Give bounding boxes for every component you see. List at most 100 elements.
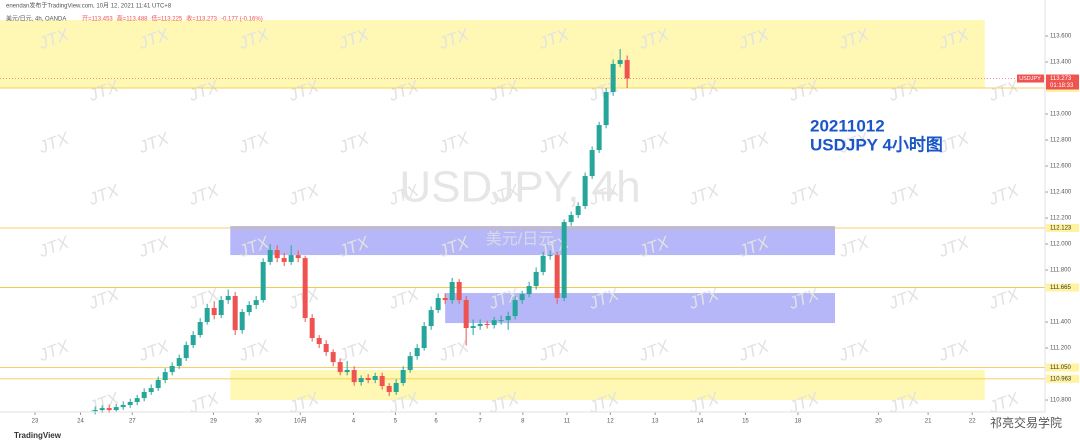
- zone: [0, 20, 985, 89]
- candle-body: [113, 407, 119, 411]
- candle-body: [554, 255, 560, 298]
- candle-body: [365, 378, 371, 381]
- candle-body: [547, 255, 553, 257]
- ohlc-value: 低=113.225: [152, 15, 183, 23]
- candle-body: [407, 356, 413, 371]
- x-tick-label: 20: [875, 419, 882, 425]
- x-tick-label: 21: [925, 419, 932, 425]
- candle-body: [330, 352, 336, 363]
- candle-body: [491, 320, 497, 326]
- candle-body: [435, 297, 441, 311]
- candle-body: [99, 408, 105, 411]
- candle-body: [246, 304, 252, 313]
- y-tick-label: 112.600: [1050, 164, 1072, 170]
- candle-body: [162, 372, 168, 381]
- candle-body: [351, 370, 357, 383]
- x-tick-label: 18: [795, 419, 802, 425]
- candle-body: [596, 125, 602, 151]
- x-tick-label: 12: [607, 419, 614, 425]
- x-tick-label: 10月: [294, 418, 307, 425]
- level-label: 111.050: [1050, 365, 1071, 371]
- candle-body: [442, 297, 448, 301]
- y-tick-label: 112.200: [1050, 216, 1072, 222]
- candle-body: [386, 385, 392, 392]
- candle-body: [414, 348, 420, 357]
- candle-body: [323, 344, 329, 353]
- candle-body: [561, 222, 567, 298]
- candle-body: [274, 250, 280, 259]
- y-tick-label: 113.600: [1050, 34, 1072, 40]
- zone: [230, 226, 836, 256]
- candle-body: [106, 408, 112, 411]
- level-label: 112.123: [1050, 226, 1072, 232]
- candle-body: [512, 300, 518, 317]
- candle-body: [344, 370, 350, 373]
- candle-body: [260, 261, 266, 301]
- candle-body: [526, 286, 532, 295]
- candle-body: [449, 281, 455, 301]
- level-label-box: [1046, 363, 1079, 372]
- candle-body: [400, 370, 406, 384]
- candle-body: [218, 300, 224, 316]
- y-tick-label: 110.800: [1050, 398, 1072, 404]
- watermark-sub: 美元/日元: [486, 230, 554, 248]
- candle-body: [477, 323, 483, 327]
- candle-body: [568, 215, 574, 223]
- candle-body: [155, 380, 161, 389]
- ohlc-value: 高=113.488: [117, 15, 148, 23]
- ohlc-value: 收=113.273: [186, 15, 217, 23]
- x-tick-label: 6: [434, 419, 438, 425]
- x-tick-label: 4: [352, 419, 356, 425]
- x-tick-label: 7: [478, 419, 482, 425]
- candle-body: [169, 365, 175, 373]
- candle-body: [295, 255, 301, 259]
- candle-body: [393, 383, 399, 392]
- x-tick-label: 24: [77, 419, 84, 425]
- symbol-box: [1017, 74, 1044, 83]
- countdown: 01:18:33: [1050, 83, 1074, 89]
- candle-body: [379, 375, 385, 386]
- x-tick-label: 11: [564, 419, 571, 425]
- x-tick-label: 29: [210, 419, 217, 425]
- candle-body: [505, 316, 511, 321]
- y-tick-label: 112.000: [1050, 242, 1072, 248]
- candle-body: [316, 338, 322, 345]
- level-label: 110.963: [1050, 376, 1072, 382]
- y-tick-label: 111.800: [1050, 268, 1071, 274]
- level-label-box: [1046, 224, 1079, 233]
- candle-body: [253, 300, 259, 305]
- y-tick-label: 113.400: [1050, 60, 1072, 66]
- candle-body: [372, 375, 378, 381]
- x-tick-label: 8: [521, 419, 525, 425]
- candle-body: [281, 258, 287, 262]
- annotation: USDJPY 4小时图: [810, 135, 943, 154]
- candle-body: [176, 358, 182, 366]
- candle-body: [197, 322, 203, 336]
- candle-body: [204, 307, 210, 323]
- candle-body: [288, 255, 294, 262]
- logo: TradingView: [14, 431, 62, 440]
- candle-body: [211, 307, 217, 316]
- candle-body: [463, 300, 469, 329]
- symbol-label: USDJPY: [1019, 76, 1041, 82]
- price-label: 113.273: [1050, 76, 1072, 82]
- x-tick-label: 23: [32, 419, 39, 425]
- candle-body: [337, 362, 343, 373]
- ohlc-value: 开=113.453: [82, 16, 113, 23]
- y-tick-label: 111.200: [1050, 346, 1071, 352]
- candle-body: [456, 281, 462, 301]
- price-box: [1046, 74, 1079, 90]
- candle-body: [267, 250, 273, 262]
- candle-body: [309, 318, 315, 339]
- candle-body: [232, 296, 238, 331]
- candle-body: [610, 63, 616, 93]
- y-tick-label: 111.400: [1050, 320, 1071, 326]
- candle-body: [92, 410, 98, 412]
- y-tick-label: 112.400: [1050, 190, 1072, 196]
- annotation: 20211012: [810, 116, 885, 135]
- x-tick-label: 14: [697, 419, 704, 425]
- candle-body: [575, 206, 581, 216]
- x-tick-label: 27: [129, 419, 136, 425]
- candle-body: [624, 60, 630, 79]
